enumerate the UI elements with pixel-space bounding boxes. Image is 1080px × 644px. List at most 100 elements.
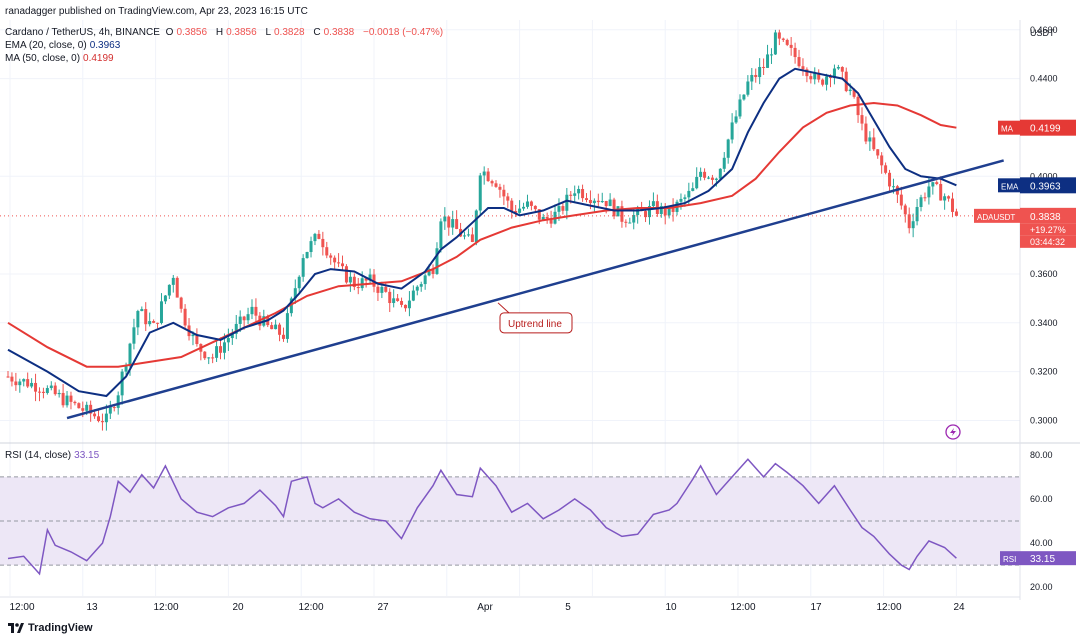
candle-body	[545, 216, 549, 219]
last-price-value-text: 0.3838	[1030, 212, 1061, 223]
candle-body	[368, 274, 372, 281]
candle-body	[81, 408, 85, 411]
candle-body	[951, 198, 955, 212]
ma-legend-label: MA (50, close, 0)	[5, 53, 81, 64]
candle-body	[541, 216, 545, 220]
ema-legend[interactable]: EMA (20, close, 0) 0.3963	[5, 40, 123, 52]
candle-body	[699, 171, 703, 177]
candle-body	[726, 139, 730, 158]
candle-body	[305, 252, 309, 259]
candle-body	[840, 67, 844, 72]
candle-body	[691, 188, 695, 191]
candle-body	[872, 137, 876, 150]
rsi-legend-value: 33.15	[74, 450, 100, 461]
candle-body	[195, 334, 199, 345]
candle-body	[419, 284, 423, 287]
candle-body	[754, 74, 758, 78]
candle-body	[502, 189, 506, 197]
symbol-name-text: ADAUSDT	[977, 213, 1015, 222]
candle-body	[588, 199, 592, 204]
candle-body	[215, 346, 219, 358]
candle-body	[85, 404, 89, 411]
candle-body	[620, 206, 624, 222]
candle-body	[679, 198, 683, 202]
rsi-tick-label: 40.00	[1030, 538, 1053, 548]
candle-body	[443, 216, 447, 222]
candle-body	[710, 177, 714, 180]
symbol-legend[interactable]: Cardano / TetherUS, 4h, BINANCE O 0.3856 …	[5, 27, 446, 39]
candle-body	[569, 194, 573, 196]
ohlc-high: H 0.3856	[215, 27, 257, 38]
candle-body	[647, 206, 651, 218]
candle-body	[525, 201, 529, 207]
candle-body	[254, 306, 258, 316]
ma-legend[interactable]: MA (50, close, 0) 0.4199	[5, 53, 117, 65]
ema-axis-value-tag	[1020, 177, 1076, 194]
price-axis-unit: USDT	[1030, 28, 1055, 38]
candle-body	[781, 38, 785, 40]
candle-body	[219, 346, 223, 353]
candle-body	[18, 381, 22, 386]
ohlc-open: O 0.3856	[165, 27, 208, 38]
candle-body	[171, 277, 175, 285]
annotation-box	[499, 312, 573, 334]
candle-body	[793, 47, 797, 58]
candle-body	[703, 171, 707, 178]
candle-body	[281, 334, 285, 339]
candle-body	[797, 57, 801, 67]
candle-body	[97, 416, 101, 422]
candle-body	[899, 194, 903, 206]
candle-body	[222, 342, 226, 353]
candle-body	[777, 32, 781, 39]
candle-body	[301, 258, 305, 277]
uptrend-line	[66, 159, 1004, 420]
symbol-name-tag	[974, 208, 1020, 223]
candle-body	[120, 371, 124, 396]
candle-body	[415, 286, 419, 291]
candle-body	[813, 72, 817, 80]
candle-body	[144, 309, 148, 325]
candle-body	[321, 238, 325, 248]
candle-body	[333, 257, 337, 263]
candle-body	[903, 205, 907, 215]
rsi-legend[interactable]: RSI (14, close) 33.15	[5, 450, 102, 462]
candle-body	[829, 76, 833, 78]
time-tick-label: 12:00	[730, 602, 755, 613]
candle-body	[250, 306, 254, 315]
tradingview-brand[interactable]: TradingView	[8, 622, 93, 634]
candle-body	[581, 188, 585, 199]
candle-body	[537, 209, 541, 220]
candle-body	[376, 286, 380, 293]
price-tick-label: 0.4600	[1030, 25, 1058, 35]
candle-body	[636, 208, 640, 216]
candle-body	[136, 311, 140, 328]
candle-body	[152, 321, 156, 323]
candle-body	[478, 175, 482, 211]
ma-50-line	[7, 101, 957, 368]
candle-body	[226, 338, 230, 343]
candle-body	[53, 385, 57, 395]
candle-body	[403, 304, 407, 309]
candle-body	[498, 186, 502, 190]
ohlc-low: L 0.3828	[265, 27, 305, 38]
candle-body	[384, 286, 388, 292]
time-tick-label: 24	[953, 602, 965, 613]
candle-body	[238, 316, 242, 324]
candle-body	[57, 392, 61, 395]
price-tick-label: 0.4400	[1030, 74, 1058, 84]
candle-body	[230, 333, 234, 339]
candle-body	[380, 286, 384, 293]
candle-body	[167, 284, 171, 296]
candle-body	[494, 183, 498, 187]
candle-body	[644, 211, 648, 218]
candle-body	[573, 193, 577, 196]
candle-body	[289, 298, 293, 314]
time-tick-label: Apr	[477, 602, 493, 613]
candle-body	[116, 395, 120, 408]
candle-body	[37, 391, 41, 393]
candle-body	[911, 221, 915, 229]
candle-body	[884, 165, 888, 173]
candle-body	[356, 287, 360, 289]
candle-body	[529, 201, 533, 206]
